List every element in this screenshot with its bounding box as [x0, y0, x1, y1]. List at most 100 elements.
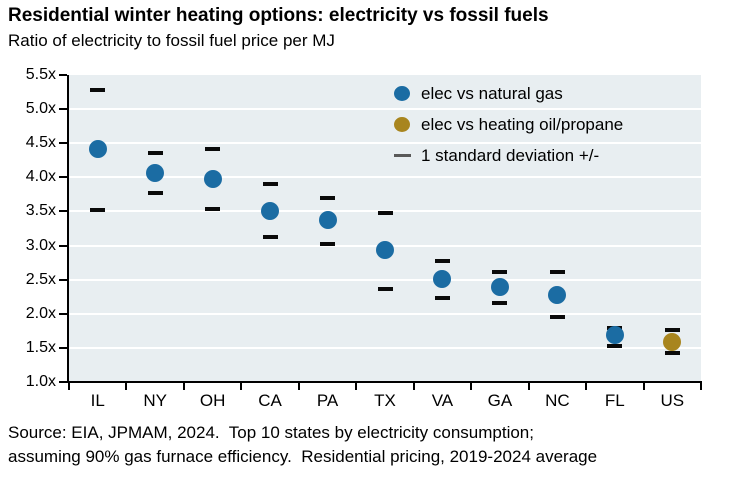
gridline	[69, 312, 701, 315]
chart-legend: elec vs natural gas elec vs heating oil/…	[394, 78, 623, 171]
legend-item-std-deviation: 1 standard deviation +/-	[394, 140, 623, 171]
x-axis-tick	[585, 383, 588, 390]
y-axis-label: 4.5x	[25, 134, 56, 152]
data-point	[548, 285, 567, 304]
legend-label: elec vs heating oil/propane	[421, 114, 624, 134]
x-axis-tick	[125, 383, 128, 390]
x-axis-label: TX	[374, 391, 396, 410]
x-axis-tick	[297, 383, 300, 390]
x-axis-label: CA	[258, 391, 282, 410]
std-dev-lower-dash	[320, 242, 336, 247]
data-point	[605, 325, 624, 344]
std-dev-upper-dash	[320, 195, 336, 200]
x-axis-tick	[68, 383, 70, 390]
legend-label: elec vs natural gas	[421, 83, 563, 103]
legend-label: 1 standard deviation +/-	[421, 145, 600, 165]
y-axis-tick	[59, 108, 67, 111]
source-note-line2: assuming 90% gas furnace efficiency. Res…	[8, 446, 598, 466]
y-axis-label: 5.0x	[25, 100, 56, 118]
x-axis-tick	[240, 383, 243, 390]
y-axis-tick	[59, 210, 67, 213]
data-point	[433, 269, 452, 288]
x-axis-line	[67, 381, 702, 383]
x-axis-label: OH	[199, 391, 226, 410]
chart-subtitle: Ratio of electricity to fossil fuel pric…	[8, 31, 335, 50]
x-axis-label: US	[660, 391, 685, 410]
std-dev-upper-dash	[492, 270, 508, 275]
x-axis-label: NY	[143, 391, 167, 410]
y-axis-tick	[59, 142, 67, 145]
y-axis-label: 1.0x	[25, 373, 56, 390]
x-axis-tick	[527, 383, 530, 390]
y-axis-label: 3.5x	[25, 202, 56, 220]
x-axis-label: GA	[487, 391, 513, 410]
data-point	[376, 241, 394, 260]
x-axis-tick	[470, 383, 473, 390]
y-axis-tick	[59, 312, 67, 315]
std-dev-upper-dash	[434, 258, 450, 263]
legend-item-natural-gas: elec vs natural gas	[394, 78, 623, 109]
x-axis-label: NC	[545, 391, 570, 410]
data-point	[261, 201, 280, 220]
x-axis-label: VA	[431, 391, 454, 410]
gridline	[69, 278, 701, 281]
std-dev-lower-dash	[607, 343, 623, 348]
data-point	[88, 140, 107, 159]
y-axis-tick	[59, 278, 67, 281]
data-point	[490, 278, 509, 297]
y-axis-label: 2.5x	[25, 270, 56, 288]
y-axis-label: 4.0x	[25, 168, 56, 186]
std-dev-upper-dash	[549, 270, 565, 275]
std-dev-lower-dash	[147, 191, 163, 196]
x-axis-label: IL	[90, 391, 105, 410]
std-dev-upper-dash	[262, 182, 278, 187]
std-dev-upper-dash	[205, 147, 221, 152]
data-point	[663, 332, 682, 351]
legend-item-heating-oil: elec vs heating oil/propane	[394, 109, 623, 140]
std-deviation-dash-icon	[394, 154, 411, 157]
y-axis-tick	[59, 176, 67, 179]
std-dev-upper-dash	[377, 210, 393, 215]
std-dev-lower-dash	[434, 296, 450, 301]
y-axis-line	[67, 75, 69, 383]
source-note-line1: Source: EIA, JPMAM, 2024. Top 10 states …	[8, 423, 534, 442]
std-dev-upper-dash	[147, 151, 163, 156]
std-dev-lower-dash	[205, 207, 221, 212]
x-axis-tick	[700, 383, 702, 390]
source-note: Source: EIA, JPMAM, 2024. Top 10 states …	[8, 421, 597, 468]
x-axis-tick	[182, 383, 185, 390]
plot-area	[69, 75, 701, 382]
std-dev-lower-dash	[664, 350, 680, 355]
std-dev-upper-dash	[664, 328, 680, 333]
chart-title: Residential winter heating options: elec…	[8, 5, 549, 26]
gridline	[69, 108, 701, 111]
x-axis-label: PA	[316, 391, 339, 410]
y-axis-label: 2.0x	[25, 304, 56, 322]
std-dev-lower-dash	[492, 300, 508, 305]
y-axis-tick	[59, 346, 67, 349]
y-axis-label: 3.0x	[25, 236, 56, 254]
x-axis-tick	[642, 383, 645, 390]
data-point	[203, 170, 222, 189]
data-point	[318, 211, 337, 230]
y-axis-label: 1.5x	[25, 338, 56, 356]
y-axis-tick	[59, 74, 67, 76]
gridline	[69, 346, 701, 349]
gridline	[69, 176, 701, 179]
x-axis-tick	[412, 383, 415, 390]
y-axis-tick	[59, 244, 67, 247]
std-dev-lower-dash	[377, 287, 393, 292]
std-dev-upper-dash	[90, 88, 106, 92]
std-dev-lower-dash	[90, 208, 106, 213]
std-dev-lower-dash	[549, 314, 565, 319]
y-axis-tick	[59, 381, 67, 383]
heating-oil-dot-icon	[394, 117, 410, 132]
y-axis-label: 5.5x	[25, 66, 56, 83]
std-dev-lower-dash	[262, 234, 278, 239]
gridline	[69, 142, 701, 145]
x-axis-tick	[355, 383, 358, 390]
data-point	[146, 163, 165, 182]
x-axis-label: FL	[604, 391, 625, 410]
natural-gas-dot-icon	[394, 86, 410, 101]
